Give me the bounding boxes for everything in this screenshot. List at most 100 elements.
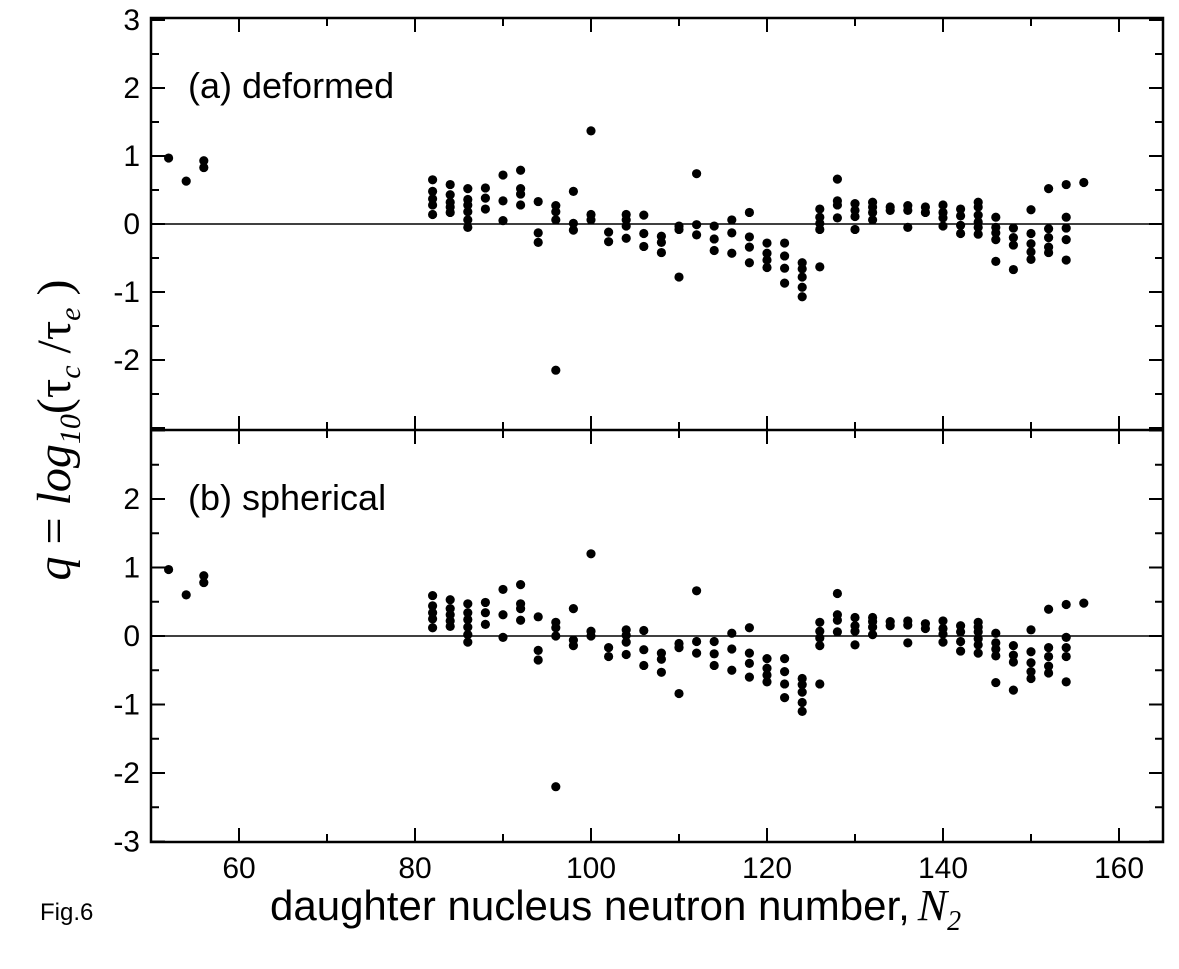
data-point-deformed [780, 251, 790, 261]
data-point-deformed [973, 202, 983, 212]
data-point-spherical [181, 590, 191, 600]
y-tick-label: -1 [113, 276, 140, 309]
data-point-spherical [428, 614, 438, 624]
data-point-spherical [586, 549, 596, 559]
data-point-deformed [604, 237, 614, 247]
data-point-deformed [639, 210, 649, 220]
data-point-deformed [428, 175, 438, 185]
data-point-deformed [1044, 184, 1054, 194]
data-point-deformed [727, 248, 737, 258]
data-point-spherical [903, 620, 913, 630]
data-point-spherical [815, 633, 825, 643]
data-point-deformed [973, 210, 983, 220]
y-axis-label: q = log10(τc /τe ) [28, 280, 87, 581]
data-point-deformed [533, 196, 543, 207]
data-point-spherical [727, 644, 737, 654]
data-point-deformed [991, 256, 1001, 266]
data-point-spherical [762, 677, 772, 687]
data-point-deformed [762, 248, 772, 258]
data-point-deformed [797, 292, 807, 302]
data-point-spherical [797, 706, 807, 716]
data-point-deformed [533, 228, 543, 238]
data-point-spherical [164, 564, 174, 575]
data-point-deformed [1061, 255, 1071, 265]
data-point-spherical [797, 687, 807, 697]
data-point-deformed [956, 204, 966, 214]
data-point-deformed [1026, 239, 1036, 249]
data-point-deformed [463, 222, 473, 232]
data-point-deformed [850, 224, 860, 235]
data-point-deformed [1026, 228, 1036, 239]
data-point-deformed [551, 207, 561, 217]
data-point-spherical [780, 654, 790, 664]
data-point-deformed [428, 186, 438, 196]
data-point-spherical [551, 631, 561, 641]
x-tick-label: 140 [918, 852, 968, 885]
data-point-spherical [463, 599, 473, 609]
data-point-spherical [727, 628, 737, 638]
data-point-spherical [463, 622, 473, 632]
data-point-deformed [516, 165, 526, 175]
data-point-spherical [850, 612, 860, 623]
data-point-deformed [938, 200, 948, 210]
data-point-deformed [656, 247, 667, 258]
data-point-spherical [815, 617, 825, 627]
data-point-spherical [903, 638, 913, 648]
data-point-deformed [991, 235, 1001, 245]
data-point-deformed [1044, 224, 1054, 234]
data-point-spherical [780, 667, 790, 677]
data-point-deformed [463, 200, 473, 210]
data-point-deformed [181, 176, 191, 186]
data-point-spherical [428, 601, 438, 611]
data-point-deformed [516, 189, 526, 199]
data-point-deformed [516, 200, 526, 210]
data-point-spherical [1026, 647, 1036, 657]
data-point-deformed [1026, 205, 1036, 215]
data-point-spherical [1026, 667, 1036, 677]
data-point-spherical [463, 614, 473, 625]
data-point-spherical [199, 571, 209, 581]
data-point-deformed [586, 215, 596, 225]
data-point-spherical [744, 672, 755, 682]
data-point-deformed [815, 224, 825, 235]
data-point-deformed [903, 222, 913, 232]
data-point-spherical [727, 665, 737, 675]
data-point-spherical [762, 663, 772, 673]
y-tick-label: -2 [113, 757, 140, 790]
y-tick-labels-a: 3 2 1 0 -1 -2 [113, 4, 140, 377]
y-tick-label: -1 [113, 689, 140, 722]
x-tick-label: 120 [742, 852, 792, 885]
data-point-deformed [815, 262, 825, 272]
data-point-spherical [674, 688, 684, 699]
data-point-deformed [498, 216, 508, 226]
data-point-spherical [815, 626, 825, 636]
data-point-deformed [568, 225, 579, 235]
data-point-spherical [709, 660, 719, 671]
data-point-spherical [973, 640, 983, 650]
data-point-deformed [727, 228, 737, 238]
data-point-deformed [692, 169, 702, 179]
data-point-spherical [762, 670, 772, 680]
data-point-deformed [480, 193, 490, 203]
data-point-spherical [1008, 640, 1019, 651]
data-point-deformed [956, 228, 966, 239]
data-point-spherical [463, 630, 473, 640]
data-point-deformed [656, 237, 667, 247]
data-point-spherical [850, 640, 860, 650]
data-point-spherical [1044, 661, 1054, 671]
data-point-deformed [498, 196, 508, 206]
data-point-spherical [692, 648, 702, 658]
data-point-deformed [885, 205, 895, 215]
data-point-spherical [1008, 685, 1019, 695]
data-point-deformed [1061, 212, 1071, 222]
data-point-spherical [498, 610, 508, 620]
data-point-spherical [709, 649, 719, 659]
data-point-spherical [780, 679, 790, 689]
data-point-deformed [445, 207, 455, 218]
data-point-spherical [744, 623, 755, 633]
data-point-deformed [1061, 235, 1071, 245]
data-point-spherical [956, 646, 966, 656]
y-tick-label: -2 [113, 344, 140, 377]
data-point-deformed [1044, 233, 1054, 243]
